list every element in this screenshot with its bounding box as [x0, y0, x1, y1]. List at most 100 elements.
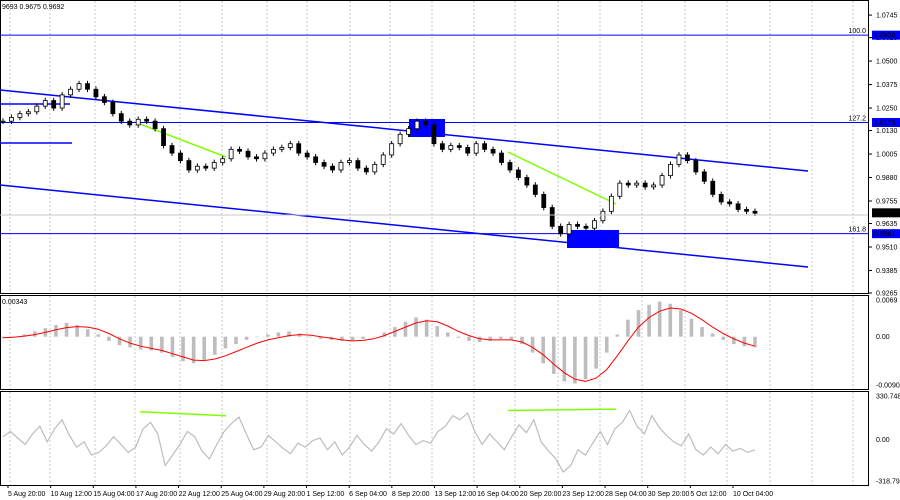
macd-histogram-bar — [85, 329, 90, 337]
macd-histogram-bar — [668, 303, 673, 337]
macd-histogram-bar — [234, 336, 238, 345]
candle-body — [76, 83, 82, 90]
macd-histogram-bar — [318, 336, 323, 339]
time-tick-label: 29 Aug 20:00 — [264, 491, 305, 498]
price-tick-label: 0.9755 — [876, 198, 898, 205]
macd-histogram-bar — [573, 336, 577, 384]
macd-histogram-bar — [456, 336, 461, 338]
macd-histogram-bar — [403, 321, 408, 337]
candle-body — [363, 167, 369, 173]
macd-tick-label: -0.00909 — [876, 383, 900, 390]
candle-body — [279, 147, 285, 150]
macd-histogram-bar — [276, 332, 281, 337]
macd-histogram-bar — [54, 324, 58, 337]
macd-histogram-bar — [244, 336, 249, 340]
macd-histogram-bar — [96, 334, 101, 337]
price-tick-label: 0.9385 — [876, 268, 898, 275]
macd-histogram-bar — [562, 336, 567, 382]
candle-body — [718, 194, 724, 203]
candle-body — [313, 156, 319, 163]
macd-histogram-bar — [636, 310, 641, 337]
level-value: 1.0173 — [874, 120, 896, 127]
macd-histogram-bar — [742, 336, 747, 347]
macd-histogram-bar — [594, 336, 598, 369]
candle-body — [270, 148, 276, 154]
channel-lower-line — [0, 184, 809, 268]
candle-body — [406, 128, 411, 135]
candle-body — [203, 165, 209, 169]
candle-body — [549, 207, 555, 227]
candle-body — [499, 152, 504, 163]
cci-panel — [2, 408, 756, 473]
cci-divergence-line — [139, 411, 227, 417]
candle-body — [304, 152, 310, 158]
macd-histogram-bar — [477, 336, 482, 342]
candle-body — [701, 171, 707, 182]
macd-histogram-bar — [191, 336, 196, 364]
candle-body — [254, 156, 259, 160]
candle-body — [169, 145, 175, 154]
macd-histogram-bar — [499, 336, 503, 339]
candle-body — [228, 148, 234, 160]
time-tick-label: 28 Sep 04:00 — [605, 491, 647, 498]
candle-body — [0, 120, 6, 123]
level-name: 100.0 — [848, 28, 866, 35]
macd-signal-line — [2, 307, 756, 382]
candle-body — [642, 182, 648, 188]
macd-histogram-bar — [107, 336, 111, 341]
time-tick-label: 1 Sep 12:00 — [307, 491, 345, 498]
candle-body — [59, 94, 65, 109]
candle-body — [414, 120, 420, 130]
candle-body — [439, 143, 445, 150]
cci-axis: 330.7482 0.00 -318.798 — [876, 394, 900, 486]
candle-body — [9, 117, 14, 122]
candle-body — [372, 163, 378, 173]
candle-body — [473, 143, 479, 154]
macd-tick-label: 0.0069 — [876, 298, 898, 305]
candle-body — [668, 163, 673, 177]
candle-body — [558, 225, 564, 235]
macd-histogram-bar — [32, 331, 37, 337]
candle-body — [727, 201, 733, 205]
candle-body — [685, 154, 690, 162]
candle-body — [744, 209, 749, 212]
candle-body — [287, 143, 293, 148]
price-divergence-line-1 — [139, 123, 227, 158]
macd-histogram-bar — [64, 322, 69, 337]
price-series — [0, 80, 758, 237]
macd-histogram-bar — [700, 327, 704, 337]
candle-body — [566, 224, 572, 235]
macd-histogram-bar — [371, 336, 376, 338]
macd-histogram-bar — [382, 332, 387, 337]
macd-histogram-bar — [424, 319, 429, 337]
candle-body — [152, 120, 158, 130]
candle-body — [608, 195, 614, 212]
candle-body — [51, 100, 57, 109]
candle-body — [752, 210, 758, 214]
macd-histogram-bar — [583, 336, 588, 380]
candle-body — [262, 152, 268, 160]
macd-panel — [1, 301, 757, 384]
candle-body — [245, 150, 251, 158]
macd-histogram-bar — [615, 334, 620, 337]
macd-histogram-bar — [551, 336, 556, 374]
candle-body — [161, 128, 166, 146]
support-zone — [567, 230, 619, 248]
candle-body — [583, 225, 589, 229]
macd-histogram-bar — [308, 336, 312, 338]
candle-body — [524, 177, 530, 186]
time-tick-label: 13 Sep 12:00 — [434, 491, 476, 498]
candle-body — [321, 162, 327, 167]
macd-histogram-bar — [732, 336, 736, 345]
candle-body — [397, 133, 403, 145]
cci-tick-label: -318.798 — [876, 479, 900, 486]
candle-body — [42, 100, 48, 107]
price-tick-label: 1.0745 — [876, 13, 898, 20]
time-tick-label: 20 Sep 20:00 — [520, 491, 562, 498]
time-tick-label: 6 Sep 04:00 — [349, 491, 387, 498]
time-tick-label: 5 Aug 20:00 — [8, 491, 45, 498]
ohlc-readout: 9693 0.9675 0.9692 — [2, 4, 64, 11]
current-price-label: 0.9692 — [874, 210, 896, 217]
candle-body — [507, 162, 513, 171]
candle-body — [186, 160, 192, 171]
